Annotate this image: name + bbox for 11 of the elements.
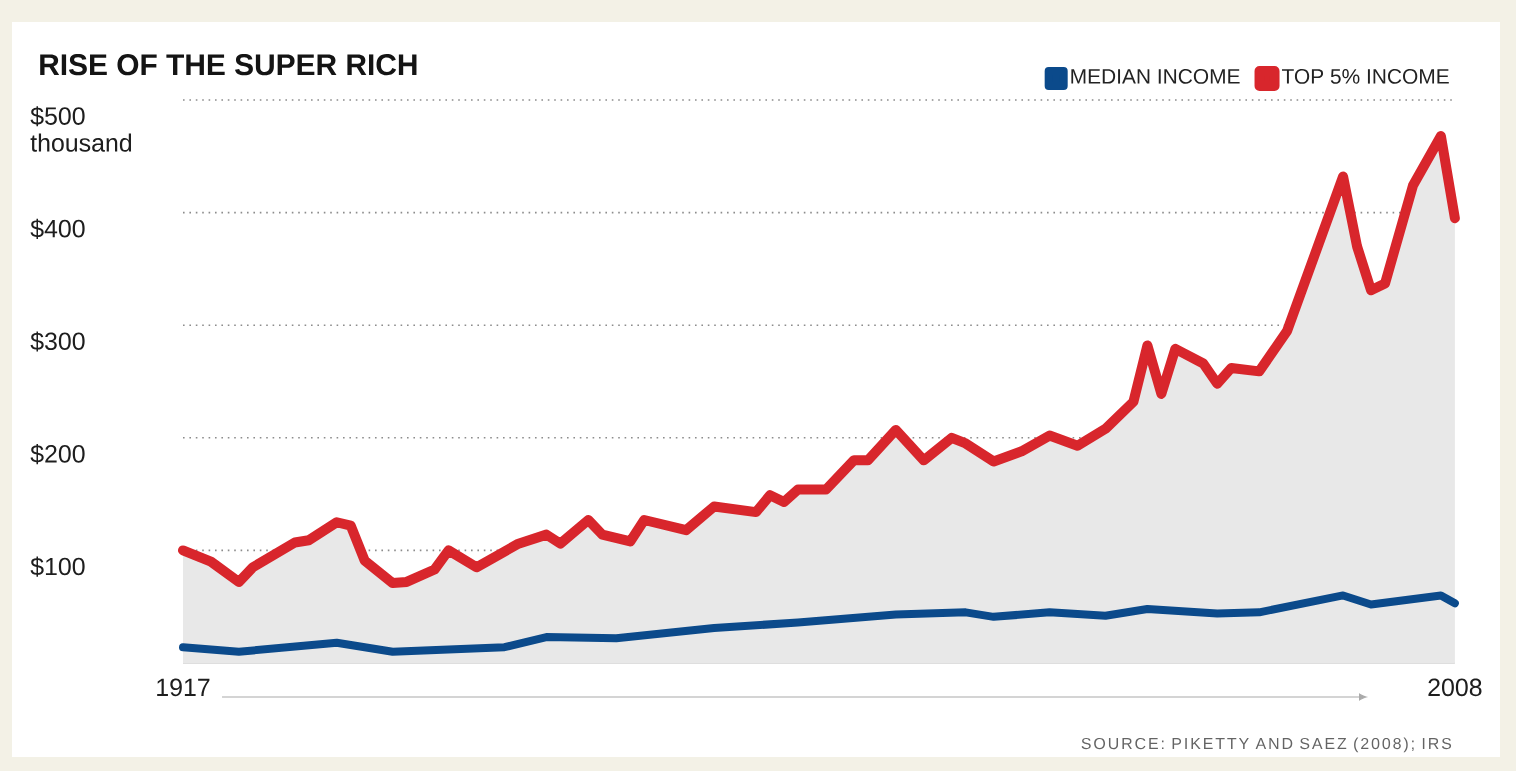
- y-tick-label: $200: [30, 444, 85, 465]
- source-note: SOURCE: PIKETTY AND SAEZ (2008); IRS: [1081, 737, 1452, 753]
- y-tick-label: $300: [30, 331, 85, 352]
- chart-title: RISE OF THE SUPER RICH: [40, 54, 417, 76]
- x-tick-label: 1917: [157, 678, 210, 697]
- y-tick-label: $500 thousand: [30, 106, 132, 152]
- y-tick-label: $400: [30, 218, 85, 239]
- legend-label: TOP 5% INCOME: [1281, 69, 1449, 84]
- y-tick-label: $100: [30, 556, 85, 577]
- legend-label: MEDIAN INCOME: [1071, 69, 1240, 84]
- x-tick-label: 2008: [1428, 678, 1482, 697]
